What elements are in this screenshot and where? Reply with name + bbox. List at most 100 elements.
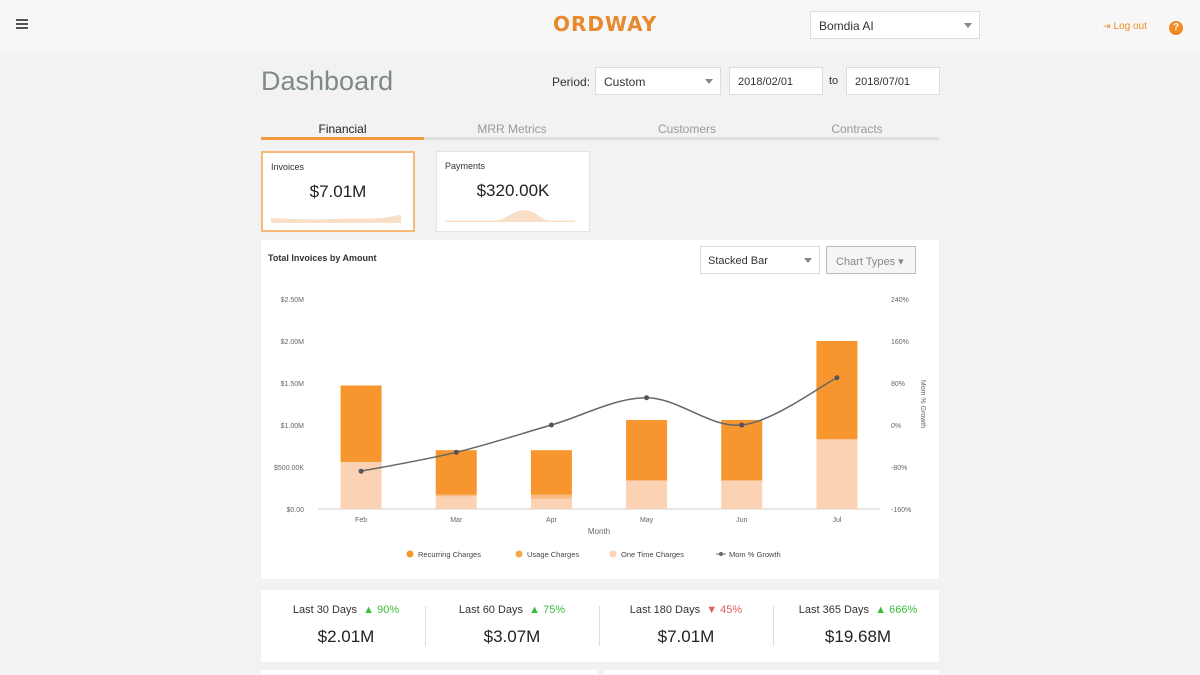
period-select[interactable]: Custom <box>595 67 721 95</box>
stat-value: $3.07M <box>483 627 541 646</box>
company-select[interactable]: Bomdia AI <box>810 11 980 39</box>
date-to-input[interactable]: 2018/07/01 <box>846 67 940 95</box>
y2-tick-label: 160% <box>891 339 909 346</box>
stat-last-30-days: Last 30 Days ▲ 90% $2.01M <box>261 590 431 662</box>
growth-point <box>644 395 650 401</box>
active-tab-indicator <box>261 137 424 140</box>
y-tick-label: $2.00M <box>281 339 305 346</box>
y-tick-label: $1.50M <box>281 381 305 388</box>
stat-change: ▼ 45% <box>706 604 743 616</box>
stat-change: ▲ 75% <box>529 604 566 616</box>
legend-swatch <box>609 550 617 558</box>
stats-panel: Last 30 Days ▲ 90% $2.01M Last 60 Days ▲… <box>261 590 939 662</box>
growth-point <box>548 422 554 428</box>
company-select-value: Bomdia AI <box>819 19 874 33</box>
bar-segment <box>435 494 477 497</box>
chevron-down-icon <box>705 79 713 84</box>
growth-point <box>358 468 364 474</box>
payments-card-value: $320.00K <box>476 181 550 200</box>
tab-financial[interactable]: Financial <box>318 122 367 136</box>
y2-axis-label: Mom % Growth <box>919 380 926 428</box>
logo[interactable]: ORDWAY <box>553 12 658 36</box>
x-tick-label: Feb <box>355 517 367 524</box>
stat-label: Last 30 Days <box>292 604 358 616</box>
legend-label: Mom % Growth <box>729 550 781 559</box>
x-axis-label: Month <box>588 527 610 536</box>
y-tick-label: $500.00K <box>274 465 304 472</box>
legend-swatch <box>406 550 414 558</box>
logout-link[interactable]: ⇥ Log out <box>1103 21 1147 32</box>
date-from-input[interactable]: 2018/02/01 <box>729 67 823 95</box>
legend-label: Recurring Charges <box>418 550 481 559</box>
stat-label: Last 365 Days <box>798 604 870 616</box>
stat-label: Last 180 Days <box>629 604 701 616</box>
stat-last-60-days: Last 60 Days ▲ 75% $3.07M <box>427 590 597 662</box>
y2-tick-label: 80% <box>891 381 905 388</box>
legend-swatch <box>515 550 523 558</box>
chart-type-value: Stacked Bar <box>708 255 768 267</box>
logout-label: Log out <box>1113 21 1147 32</box>
invoices-card[interactable]: Invoices $7.01M <box>261 151 415 232</box>
tab-contracts[interactable]: Contracts <box>831 122 883 136</box>
payments-card[interactable]: Payments $320.00K <box>436 151 590 232</box>
growth-point <box>834 375 840 381</box>
divider <box>773 606 774 646</box>
y2-tick-label: -160% <box>891 507 911 514</box>
divider <box>425 606 426 646</box>
invoices-chart-panel: Total Invoices by Amount Stacked Bar Cha… <box>261 240 939 579</box>
bottom-card-right <box>604 670 939 675</box>
chart-types-button[interactable]: Chart Types ▾ <box>826 246 916 274</box>
stat-change: ▲ 666% <box>875 604 918 616</box>
invoices-card-value: $7.01M <box>309 182 367 201</box>
bar-segment <box>721 419 763 481</box>
x-tick-label: Jul <box>832 517 841 524</box>
stat-value: $2.01M <box>317 627 375 646</box>
x-tick-label: May <box>640 517 654 524</box>
period-select-value: Custom <box>604 75 646 89</box>
bar-segment <box>530 494 572 499</box>
help-icon[interactable]: ? <box>1169 21 1183 35</box>
bar-segment <box>435 496 477 509</box>
bar-segment <box>721 480 763 509</box>
menu-icon[interactable] <box>16 19 28 29</box>
bar-segment <box>816 341 858 440</box>
chart-type-select[interactable]: Stacked Bar <box>700 246 820 274</box>
growth-point <box>453 449 459 455</box>
logout-icon: ⇥ <box>1103 21 1111 31</box>
y-tick-label: $2.50M <box>281 297 305 304</box>
stat-last-180-days: Last 180 Days ▼ 45% $7.01M <box>601 590 771 662</box>
bottom-card-left <box>261 670 597 675</box>
y-tick-label: $0.00 <box>286 507 304 514</box>
growth-line <box>360 377 838 472</box>
top-bar: ORDWAY Bomdia AI ⇥ Log out ? <box>0 0 1200 52</box>
stat-last-365-days: Last 365 Days ▲ 666% $19.68M <box>773 590 943 662</box>
payments-card-label: Payments <box>445 161 486 171</box>
x-tick-label: Jun <box>736 517 747 524</box>
stat-value: $7.01M <box>657 627 715 646</box>
payments-sparkline <box>445 210 575 222</box>
bar-segment <box>626 480 668 509</box>
bar-segment <box>530 498 572 509</box>
divider <box>599 606 600 646</box>
y-tick-label: $1.00M <box>281 423 305 430</box>
period-label: Period: <box>552 75 591 89</box>
y2-tick-label: -80% <box>891 465 907 472</box>
x-tick-label: Apr <box>546 517 558 524</box>
stat-label: Last 60 Days <box>458 604 524 616</box>
tab-mrr-metrics[interactable]: MRR Metrics <box>477 122 547 136</box>
y2-tick-label: 0% <box>891 423 901 430</box>
y2-tick-label: 240% <box>891 297 909 304</box>
chevron-down-icon <box>804 258 812 263</box>
bar-segment <box>435 450 477 495</box>
growth-point <box>739 422 745 428</box>
x-tick-label: Mar <box>450 517 463 524</box>
chart-title: Total Invoices by Amount <box>268 253 377 263</box>
tab-customers[interactable]: Customers <box>657 122 716 136</box>
stat-value: $19.68M <box>824 627 892 646</box>
legend-label: Usage Charges <box>527 550 579 559</box>
invoices-card-label: Invoices <box>271 162 305 172</box>
invoices-sparkline <box>271 215 401 223</box>
bar-segment <box>816 439 858 509</box>
legend-swatch <box>719 552 723 556</box>
to-label: to <box>829 75 839 87</box>
